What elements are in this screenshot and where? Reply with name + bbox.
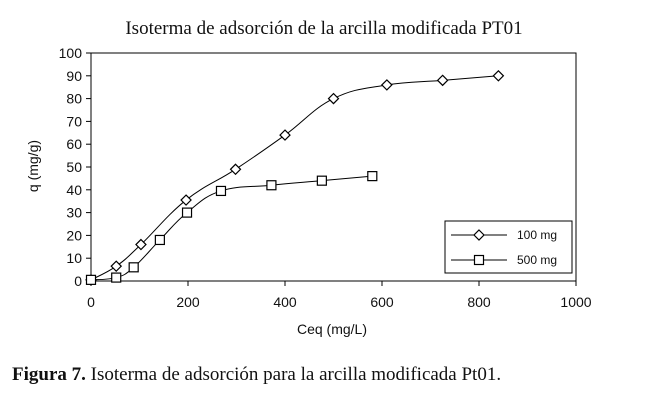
series-layer <box>85 69 505 286</box>
y-tick-label: 90 <box>66 68 82 84</box>
diamond-marker <box>492 69 505 82</box>
y-tick-label: 0 <box>74 273 82 289</box>
x-tick-label: 1000 <box>560 294 591 310</box>
y-tick-label: 10 <box>66 250 82 266</box>
square-marker <box>215 185 227 197</box>
x-tick-label: 600 <box>370 294 394 310</box>
diamond-marker <box>135 238 147 251</box>
caption-label: Figura 7. <box>12 364 86 385</box>
y-tick-label: 20 <box>66 227 82 243</box>
square-marker <box>154 234 165 246</box>
y-axis-label: q (mg/g) <box>25 140 41 192</box>
x-tick-label: 800 <box>467 294 491 310</box>
diamond-marker <box>381 79 393 91</box>
diamond-marker <box>110 260 123 273</box>
x-tick-label: 400 <box>273 294 297 310</box>
adsorption-isotherm-chart: Isoterma de adsorción de la arcilla modi… <box>25 18 592 337</box>
chart-title: Isoterma de adsorción de la arcilla modi… <box>125 18 522 39</box>
caption-text: Isoterma de adsorción para la arcilla mo… <box>85 364 502 385</box>
square-marker <box>111 272 122 283</box>
y-tick-label: 40 <box>66 182 82 198</box>
legend-entry-label: 500 mg <box>517 253 557 267</box>
square-marker <box>266 180 277 191</box>
figure-caption: Figura 7. Isoterma de adsorción para la … <box>12 364 646 386</box>
legend-diamond-marker <box>473 229 485 241</box>
diamond-marker <box>229 163 242 176</box>
diamond-marker <box>436 74 449 87</box>
x-tick-label: 0 <box>87 294 95 310</box>
y-tick-label: 50 <box>66 159 82 175</box>
legend-entry-label: 100 mg <box>517 228 557 242</box>
square-marker <box>85 274 97 285</box>
y-tick-label: 100 <box>59 45 83 61</box>
square-marker <box>367 171 378 182</box>
legend: 100 mg 500 mg <box>444 220 573 274</box>
y-tick-label: 80 <box>66 91 82 107</box>
square-marker <box>316 175 327 186</box>
diamond-marker <box>180 194 192 206</box>
y-tick-label: 60 <box>66 136 82 152</box>
diamond-marker <box>327 92 340 105</box>
legend-square-marker <box>473 254 485 266</box>
square-marker <box>181 207 193 218</box>
series-500-mg <box>85 171 378 285</box>
y-tick-label: 30 <box>66 205 82 221</box>
series-line <box>90 75 499 281</box>
legend-box <box>444 220 573 274</box>
y-tick-label: 70 <box>66 113 82 129</box>
x-axis-label: Ceq (mg/L) <box>297 321 367 337</box>
diamond-marker <box>279 129 291 141</box>
square-marker <box>128 262 139 273</box>
x-tick-label: 200 <box>176 294 200 310</box>
